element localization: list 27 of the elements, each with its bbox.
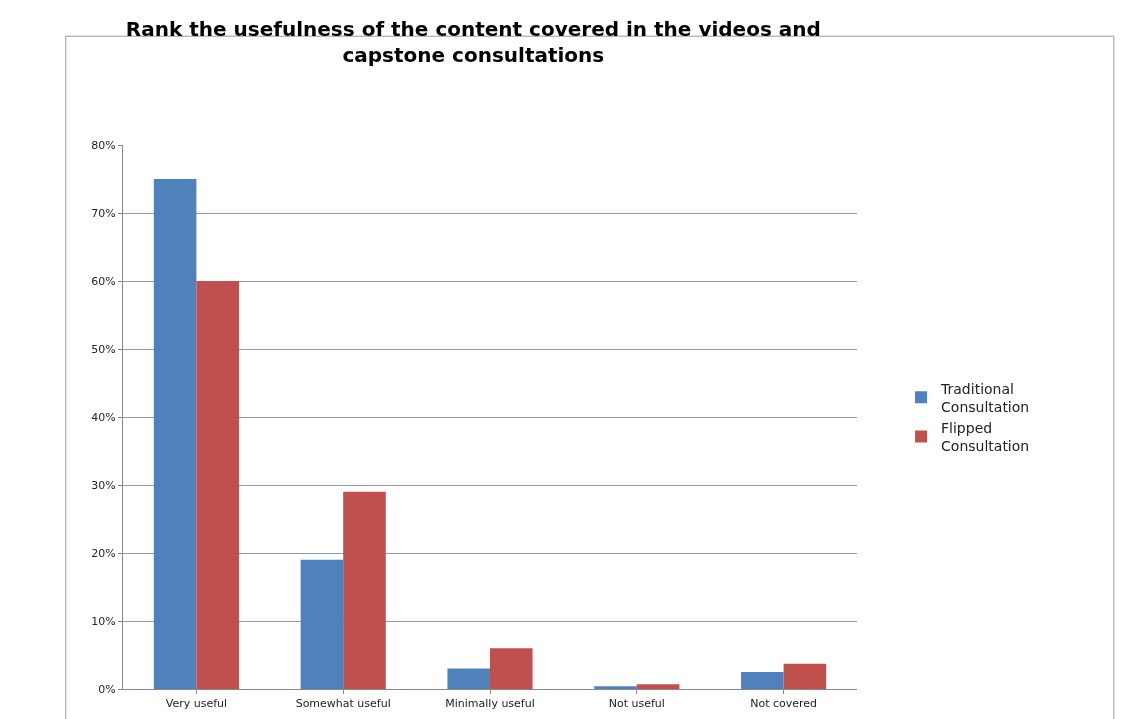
y-tick-label: 50% <box>91 342 116 356</box>
bar <box>196 281 239 689</box>
y-tick-label: 80% <box>91 138 116 152</box>
bar <box>447 668 490 689</box>
y-tick-label: 60% <box>91 274 116 288</box>
y-tick-label: 10% <box>91 614 116 628</box>
bar <box>783 663 827 689</box>
y-tick-label: 40% <box>91 410 116 424</box>
x-tick-label: Very useful <box>165 697 228 711</box>
bar <box>343 491 386 689</box>
y-tick-label: 30% <box>91 478 116 492</box>
bar <box>300 559 344 689</box>
bar <box>594 686 637 689</box>
x-tick-label: Not covered <box>750 697 818 711</box>
x-tick-label: Somewhat useful <box>295 697 391 711</box>
bar <box>490 648 533 689</box>
bar <box>636 684 680 689</box>
bar <box>741 672 784 689</box>
x-tick-label: Not useful <box>608 697 665 711</box>
y-tick-label: 70% <box>91 206 116 220</box>
chart-title: Rank the usefulness of the content covered in the videos and capstone consultations <box>125 16 821 67</box>
y-tick-label: 0% <box>98 682 116 696</box>
legend-label: Flipped Consultation <box>941 419 1030 455</box>
x-tick-label: Minimally useful <box>445 697 535 711</box>
bar <box>153 179 197 689</box>
legend-label: Traditional Consultation <box>940 380 1030 415</box>
y-tick-label: 20% <box>91 546 116 560</box>
